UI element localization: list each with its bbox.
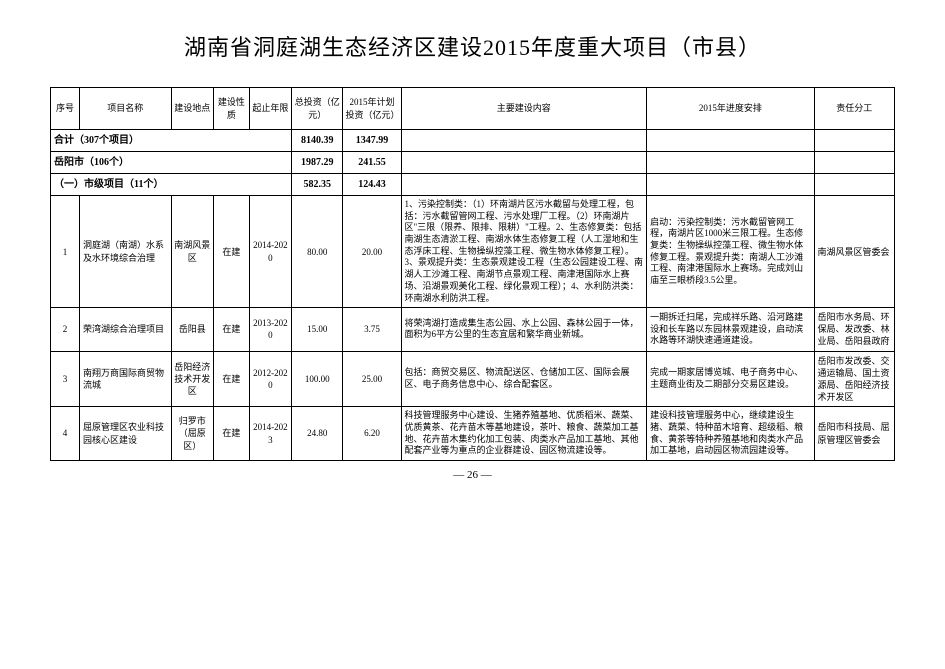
- cell-total: 80.00: [292, 196, 343, 308]
- cell-seq: 2: [51, 308, 80, 351]
- table-row: 4 屈原管理区农业科技园核心区建设 归罗市（屈原区） 在建 2014-2023 …: [51, 407, 895, 461]
- cell-location: 归罗市（屈原区）: [171, 407, 213, 461]
- cell-name: 南翔万商国际商贸物流城: [80, 351, 172, 407]
- cell-location: 岳阳县: [171, 308, 213, 351]
- col-seq: 序号: [51, 88, 80, 130]
- page-title: 湖南省洞庭湖生态经济区建设2015年度重大项目（市县）: [50, 30, 895, 62]
- col-progress: 2015年进度安排: [647, 88, 814, 130]
- summary-plan-inv: 241.55: [343, 152, 401, 174]
- cell-responsible: 岳阳市水务局、环保局、发改委、林业局、岳阳县政府: [814, 308, 894, 351]
- cell-years: 2012-2020: [249, 351, 291, 407]
- cell-type: 在建: [213, 196, 249, 308]
- cell-seq: 3: [51, 351, 80, 407]
- summary-empty: [647, 152, 814, 174]
- summary-total: 合计（307个项目） 8140.39 1347.99: [51, 130, 895, 152]
- header-row: 序号 项目名称 建设地点 建设性质 起止年限 总投资（亿元） 2015年计划投资…: [51, 88, 895, 130]
- col-type: 建设性质: [213, 88, 249, 130]
- col-total-inv: 总投资（亿元）: [292, 88, 343, 130]
- cell-seq: 4: [51, 407, 80, 461]
- cell-plan: 6.20: [343, 407, 401, 461]
- cell-seq: 1: [51, 196, 80, 308]
- cell-name: 洞庭湖（南湖）水系及水环境综合治理: [80, 196, 172, 308]
- cell-content: 科技管理服务中心建设、生猪养殖基地、优质稻米、蔬菜、优质黄茶、花卉苗木等基地建设…: [401, 407, 647, 461]
- cell-type: 在建: [213, 308, 249, 351]
- cell-location: 岳阳经济技术开发区: [171, 351, 213, 407]
- col-years: 起止年限: [249, 88, 291, 130]
- cell-total: 100.00: [292, 351, 343, 407]
- col-content: 主要建设内容: [401, 88, 647, 130]
- cell-years: 2014-2020: [249, 196, 291, 308]
- summary-empty: [401, 130, 647, 152]
- summary-empty: [814, 130, 894, 152]
- cell-responsible: 南湖风景区管委会: [814, 196, 894, 308]
- cell-name: 荣湾湖综合治理项目: [80, 308, 172, 351]
- col-responsible: 责任分工: [814, 88, 894, 130]
- col-location: 建设地点: [171, 88, 213, 130]
- cell-content: 将荣湾湖打造成集生态公园、水上公园、森林公园于一体，面积为6平方公里的生态宜居和…: [401, 308, 647, 351]
- cell-progress: 启动：污染控制类：污水截留管网工程，南湖片区1000米三限工程。生态修复类：生物…: [647, 196, 814, 308]
- summary-plan-inv: 124.43: [343, 174, 401, 196]
- cell-progress: 完成一期家居博览城、电子商务中心、主题商业街及二期部分交易区建设。: [647, 351, 814, 407]
- summary-city: 岳阳市（106个） 1987.29 241.55: [51, 152, 895, 174]
- summary-empty: [814, 152, 894, 174]
- summary-empty: [814, 174, 894, 196]
- summary-empty: [401, 174, 647, 196]
- cell-content: 包括：商贸交易区、物流配送区、仓储加工区、国际会展区、电子商务信息中心、综合配套…: [401, 351, 647, 407]
- cell-name: 屈原管理区农业科技园核心区建设: [80, 407, 172, 461]
- summary-total-inv: 8140.39: [292, 130, 343, 152]
- cell-years: 2014-2023: [249, 407, 291, 461]
- summary-empty: [647, 130, 814, 152]
- cell-plan: 25.00: [343, 351, 401, 407]
- table-row: 3 南翔万商国际商贸物流城 岳阳经济技术开发区 在建 2012-2020 100…: [51, 351, 895, 407]
- projects-table: 序号 项目名称 建设地点 建设性质 起止年限 总投资（亿元） 2015年计划投资…: [50, 87, 895, 461]
- summary-total-inv: 1987.29: [292, 152, 343, 174]
- cell-progress: 建设科技管理服务中心，继续建设生猪、蔬菜、特种苗木培育、超级稻、粮食、黄茶等特种…: [647, 407, 814, 461]
- page-number: — 26 —: [50, 469, 895, 481]
- cell-plan: 20.00: [343, 196, 401, 308]
- cell-content: 1、污染控制类：（1）环南湖片区污水截留与处理工程，包括：污水截留管网工程、污水…: [401, 196, 647, 308]
- summary-label: （一）市级项目（11个）: [51, 174, 292, 196]
- cell-location: 南湖风景区: [171, 196, 213, 308]
- cell-type: 在建: [213, 407, 249, 461]
- cell-type: 在建: [213, 351, 249, 407]
- cell-years: 2013-2020: [249, 308, 291, 351]
- summary-label: 合计（307个项目）: [51, 130, 292, 152]
- summary-group: （一）市级项目（11个） 582.35 124.43: [51, 174, 895, 196]
- cell-total: 15.00: [292, 308, 343, 351]
- cell-responsible: 岳阳市科技局、屈原管理区管委会: [814, 407, 894, 461]
- summary-plan-inv: 1347.99: [343, 130, 401, 152]
- summary-empty: [647, 174, 814, 196]
- table-row: 1 洞庭湖（南湖）水系及水环境综合治理 南湖风景区 在建 2014-2020 8…: [51, 196, 895, 308]
- col-plan-inv: 2015年计划投资（亿元）: [343, 88, 401, 130]
- summary-empty: [401, 152, 647, 174]
- cell-responsible: 岳阳市发改委、交通运输局、国土资源局、岳阳经济技术开发区: [814, 351, 894, 407]
- cell-plan: 3.75: [343, 308, 401, 351]
- col-name: 项目名称: [80, 88, 172, 130]
- summary-label: 岳阳市（106个）: [51, 152, 292, 174]
- table-row: 2 荣湾湖综合治理项目 岳阳县 在建 2013-2020 15.00 3.75 …: [51, 308, 895, 351]
- cell-total: 24.80: [292, 407, 343, 461]
- summary-total-inv: 582.35: [292, 174, 343, 196]
- cell-progress: 一期拆迁扫尾，完成祥乐路、沿河路建设和长车路以东园林景观建设，启动滨水路等环湖快…: [647, 308, 814, 351]
